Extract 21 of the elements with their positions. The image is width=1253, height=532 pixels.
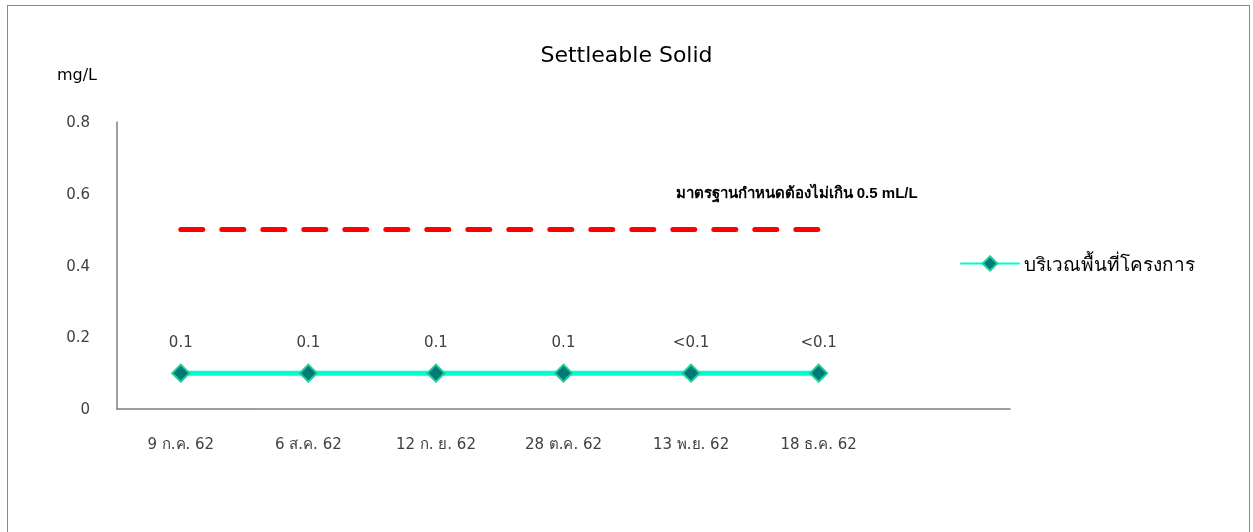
data-label: <0.1: [800, 333, 837, 352]
x-tick-label: 6 ส.ค. 62: [275, 434, 342, 453]
x-tick-label: 9 ก.ค. 62: [147, 434, 215, 453]
x-tick-label: 28 ต.ค. 62: [524, 434, 603, 453]
y-tick-label: 0.2: [66, 328, 90, 347]
x-tick-label: 18 ธ.ค. 62: [780, 434, 857, 453]
data-label: 0.1: [551, 333, 576, 352]
y-axis-title: mg/L: [56, 64, 98, 84]
legend-label: บริเวณพื้นที่โครงการ: [1024, 250, 1195, 275]
y-tick-label: 0.8: [66, 113, 90, 131]
y-tick-label: 0.6: [66, 184, 90, 203]
ref-line-label: มาตรฐานกำหนดต้องไม่เกิน 0.5 mL/L: [675, 183, 918, 204]
data-label: 0.1: [296, 333, 321, 352]
x-tick-label: 13 พ.ย. 62: [652, 434, 730, 453]
y-tick-label: 0.4: [66, 256, 90, 275]
y-tick-label: 0: [80, 400, 90, 418]
chart-title: Settleable Solid: [540, 41, 713, 67]
x-tick-label: 12 ก. ย. 62: [395, 434, 476, 453]
data-label: 0.1: [424, 333, 448, 352]
data-label: 0.1: [168, 333, 193, 352]
data-label: <0.1: [672, 333, 710, 352]
